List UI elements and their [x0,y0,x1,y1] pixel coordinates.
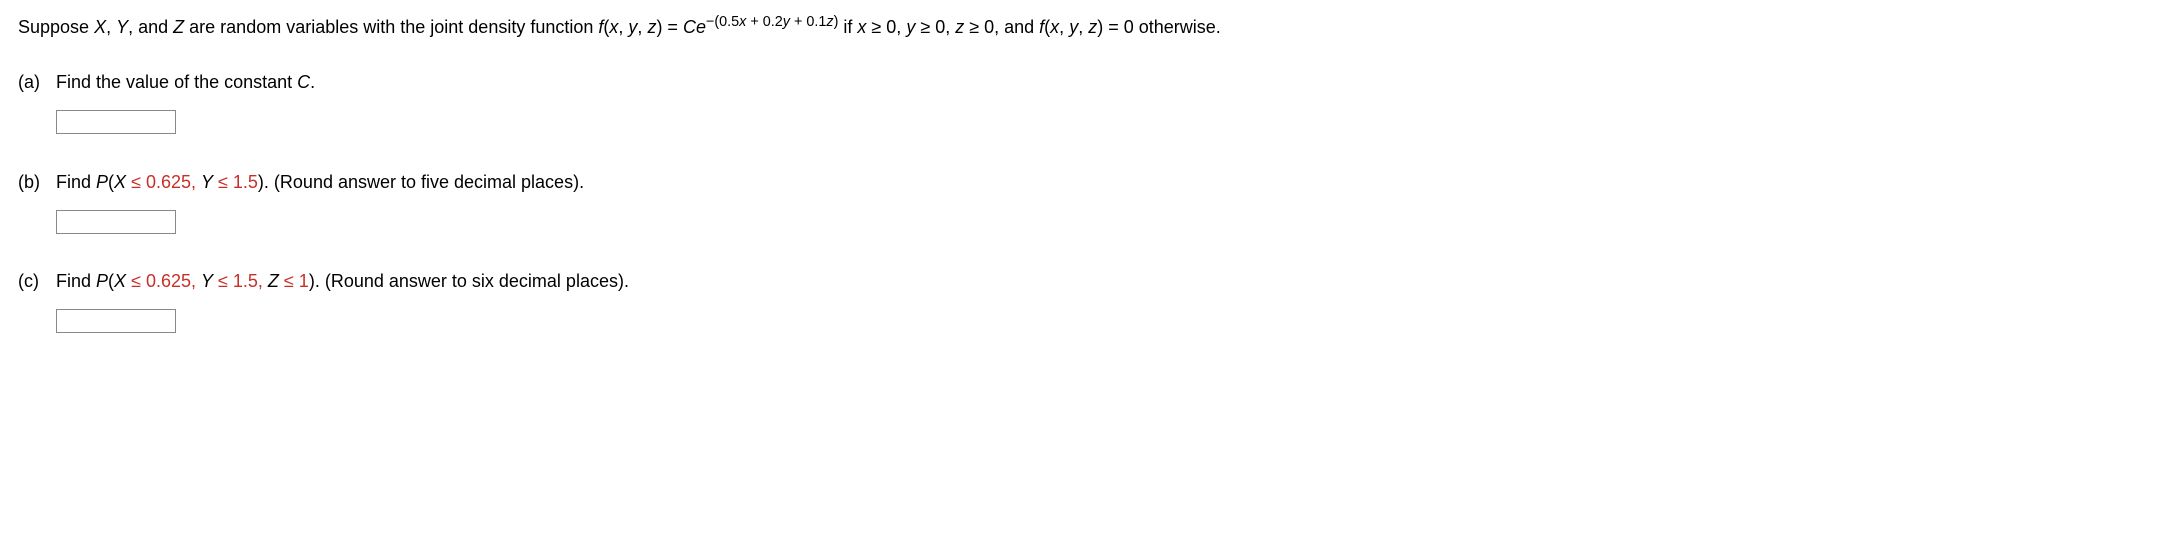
cond-if: if [838,17,857,37]
var-x-upper: X [114,172,126,192]
exp-mid: + 0.1 [790,14,826,30]
var-z-upper: Z [173,17,184,37]
cond: ≥ 0, and [964,17,1039,37]
prob-p: P [96,172,108,192]
part-b: (b) Find P(X ≤ 0.625, Y ≤ 1.5). (Round a… [18,169,2144,235]
var-y-upper: Y [116,17,128,37]
sep: , [106,17,116,37]
cond: ≥ 0, [915,17,955,37]
text: . (Round answer to six decimal places). [315,271,629,291]
part-c-answer-input[interactable] [56,309,176,333]
var-y: y [906,17,915,37]
cond-highlighted: ≤ 1.5 [213,172,258,192]
cond-highlighted: ≤ 1 [279,271,309,291]
const-c: C [297,72,310,92]
part-b-question: Find P(X ≤ 0.625, Y ≤ 1.5). (Round answe… [56,169,2144,196]
var-z-upper: Z [268,271,279,291]
text: Find the value of the constant [56,72,297,92]
var-x-upper: X [114,271,126,291]
text: . (Round answer to five decimal places). [264,172,584,192]
part-a-content: Find the value of the constant C. [56,69,2144,135]
var-y: y [1069,17,1078,37]
part-c-content: Find P(X ≤ 0.625, Y ≤ 1.5, Z ≤ 1). (Roun… [56,268,2144,334]
cond-highlighted: ≤ 1.5, [213,271,268,291]
exponent: −(0.5x + 0.2y + 0.1z) [706,14,838,30]
comma: , [637,17,647,37]
exp-mid: + 0.2 [746,14,782,30]
var-x: x [1050,17,1059,37]
part-a-answer-input[interactable] [56,110,176,134]
part-a-question: Find the value of the constant C. [56,69,2144,96]
paren-eq: ) = [656,17,683,37]
comma: , [1059,17,1069,37]
exp-open: −(0.5 [706,14,739,30]
problem-statement: Suppose X, Y, and Z are random variables… [18,14,2144,41]
text: Find [56,172,96,192]
comma: , [1078,17,1088,37]
const-c: C [683,17,696,37]
cond-highlighted: ≤ 0.625, [126,172,201,192]
var-y-upper: Y [201,271,213,291]
cond: ≥ 0, [866,17,906,37]
text: Find [56,271,96,291]
const-e: e [696,17,706,37]
var-y-upper: Y [201,172,213,192]
part-a-label: (a) [18,69,56,96]
var-z: z [955,17,964,37]
cond-highlighted: ≤ 0.625, [126,271,201,291]
part-b-answer-input[interactable] [56,210,176,234]
text-prefix: Suppose [18,17,94,37]
paren-close: ) = 0 otherwise. [1097,17,1221,37]
text: are random variables with the joint dens… [184,17,598,37]
part-c-question: Find P(X ≤ 0.625, Y ≤ 1.5, Z ≤ 1). (Roun… [56,268,2144,295]
var-x-upper: X [94,17,106,37]
part-c: (c) Find P(X ≤ 0.625, Y ≤ 1.5, Z ≤ 1). (… [18,268,2144,334]
text: . [310,72,315,92]
part-b-label: (b) [18,169,56,196]
part-b-content: Find P(X ≤ 0.625, Y ≤ 1.5). (Round answe… [56,169,2144,235]
exp-y: y [783,14,790,30]
comma: , [618,17,628,37]
part-a: (a) Find the value of the constant C. [18,69,2144,135]
var-z: z [1088,17,1097,37]
prob-p: P [96,271,108,291]
sep: , and [128,17,173,37]
exp-z: z [826,14,833,30]
part-c-label: (c) [18,268,56,295]
